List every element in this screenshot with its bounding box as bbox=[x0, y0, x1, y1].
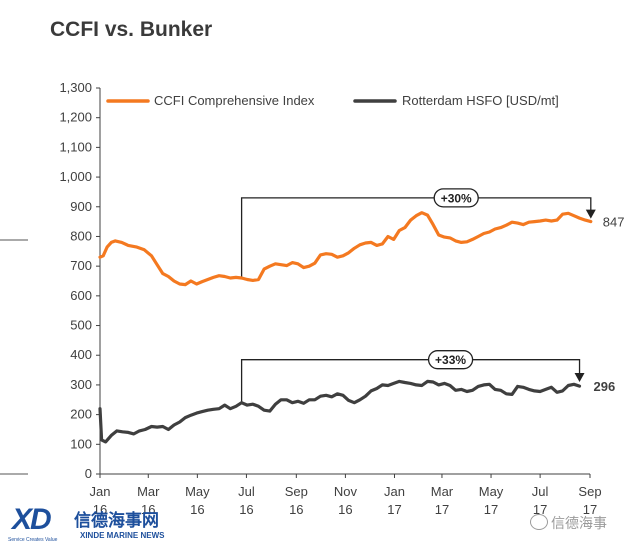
y-tick-label: 700 bbox=[70, 258, 92, 273]
ccfi-line bbox=[98, 211, 593, 287]
x-tick-month: May bbox=[479, 484, 504, 499]
arrow-head bbox=[585, 209, 596, 219]
x-tick-year: 17 bbox=[583, 502, 597, 517]
growth-badge bbox=[427, 350, 474, 370]
x-tick-month: May bbox=[185, 484, 210, 499]
watermark: 信德海事 bbox=[530, 513, 607, 533]
y-tick-label: 800 bbox=[70, 228, 92, 243]
x-tick-month: Jan bbox=[90, 484, 111, 499]
wechat-icon bbox=[530, 514, 548, 530]
y-tick-label: 200 bbox=[70, 407, 92, 422]
y-tick-label: 500 bbox=[70, 318, 92, 333]
logo-slogan: Service Creates Value bbox=[8, 537, 58, 543]
x-tick-year: 17 bbox=[484, 502, 498, 517]
x-tick-month: Jul bbox=[532, 484, 549, 499]
growth-badge-label: +33% bbox=[435, 353, 466, 367]
y-tick-label: 300 bbox=[70, 377, 92, 392]
y-tick-label: 400 bbox=[70, 347, 92, 362]
y-tick-label: 1,300 bbox=[59, 80, 92, 95]
y-tick-label: 0 bbox=[85, 466, 92, 481]
x-tick-month: Sep bbox=[578, 484, 601, 499]
legend-label: CCFI Comprehensive Index bbox=[154, 93, 315, 108]
xinde-logo: XD 信德海事网 XINDE MARINE NEWS Service Creat… bbox=[8, 503, 208, 549]
growth-bracket bbox=[240, 359, 581, 403]
x-tick-year: 17 bbox=[387, 502, 401, 517]
hsfo-end-label: 296 bbox=[594, 379, 616, 394]
ccfi-end-label: 847 bbox=[603, 215, 625, 230]
x-tick-month: Nov bbox=[334, 484, 358, 499]
watermark-text: 信德海事 bbox=[551, 516, 607, 532]
logo-english-name: XINDE MARINE NEWS bbox=[80, 531, 165, 540]
x-tick-year: 16 bbox=[289, 502, 303, 517]
x-tick-year: 16 bbox=[239, 502, 253, 517]
legend-label: Rotterdam HSFO [USD/mt] bbox=[402, 93, 559, 108]
x-tick-year: 16 bbox=[190, 502, 204, 517]
axes: 1,300 1,200 1,100 1,000 900 800 700 600 500 400 30… bbox=[59, 80, 601, 517]
arrow-head bbox=[574, 372, 585, 382]
y-tick-label: 1,200 bbox=[59, 110, 92, 125]
growth-badge-label: +30% bbox=[441, 191, 472, 205]
logo-mark: XD bbox=[12, 503, 52, 536]
x-tick-month: Sep bbox=[285, 484, 308, 499]
y-tick-label: 100 bbox=[70, 436, 92, 451]
x-tick-year: 17 bbox=[533, 502, 547, 517]
x-tick-month: Mar bbox=[431, 484, 454, 499]
x-tick-year: 17 bbox=[435, 502, 449, 517]
logo-chinese-name: 信德海事网 bbox=[74, 511, 159, 531]
y-tick-label: 900 bbox=[70, 199, 92, 214]
growth-bracket bbox=[240, 197, 592, 279]
y-tick-label: 1,000 bbox=[59, 169, 92, 184]
x-tick-year: 16 bbox=[338, 502, 352, 517]
y-tick-label: 1,100 bbox=[59, 139, 92, 154]
x-tick-month: Mar bbox=[137, 484, 160, 499]
annotations: +30% +33% bbox=[240, 188, 596, 403]
series-lines: 847 296 bbox=[98, 211, 625, 444]
x-tick-month: Jan bbox=[384, 484, 405, 499]
hsfo-line bbox=[98, 379, 582, 444]
x-tick-year: 16 bbox=[93, 502, 107, 517]
legend: CCFI Comprehensive Index Rotterdam HSFO [… bbox=[106, 93, 559, 108]
growth-badge bbox=[433, 188, 479, 208]
x-tick-month: Jul bbox=[238, 484, 255, 499]
page-title: CCFI vs. Bunker bbox=[50, 18, 213, 41]
y-tick-label: 600 bbox=[70, 288, 92, 303]
x-tick-year: 16 bbox=[141, 502, 155, 517]
